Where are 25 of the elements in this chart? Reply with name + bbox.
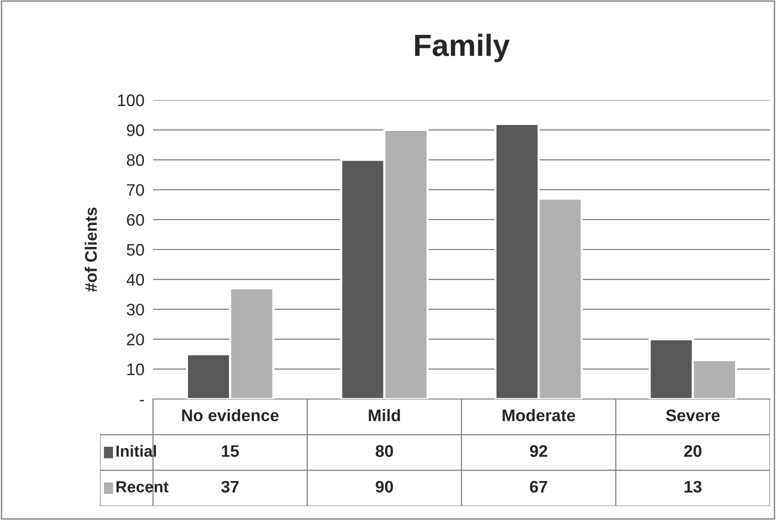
y-tick-label: 60	[126, 214, 144, 226]
chart-title: Family	[415, 34, 510, 62]
y-tick-label: 90	[126, 124, 144, 136]
data-label: 20	[684, 445, 702, 457]
x-tick-label: No evidence	[182, 409, 279, 422]
y-tick-label: 70	[126, 184, 144, 196]
y-tick-label: 30	[126, 304, 144, 316]
data-label: 90	[376, 480, 393, 493]
data-label: 92	[530, 445, 548, 457]
data-label: 37	[221, 480, 239, 493]
data-label: 67	[530, 480, 548, 493]
x-tick-label: Mild	[368, 409, 400, 422]
y-tick-label: 100	[118, 94, 144, 106]
y-tick-label: -	[140, 400, 144, 402]
y-tick-label: 10	[127, 364, 144, 376]
y-tick-label: 20	[126, 334, 144, 346]
y-tick-label: 40	[126, 274, 144, 286]
data-label: 80	[376, 445, 393, 457]
x-tick-label: Severe	[666, 410, 720, 422]
data-label: 13	[684, 480, 702, 493]
x-tick-label: Moderate	[502, 409, 576, 422]
y-tick-label: 50	[126, 244, 144, 256]
y-axis-title: #of Clients	[84, 208, 97, 292]
y-tick-label: 80	[126, 154, 144, 166]
data-label: 15	[222, 445, 239, 457]
